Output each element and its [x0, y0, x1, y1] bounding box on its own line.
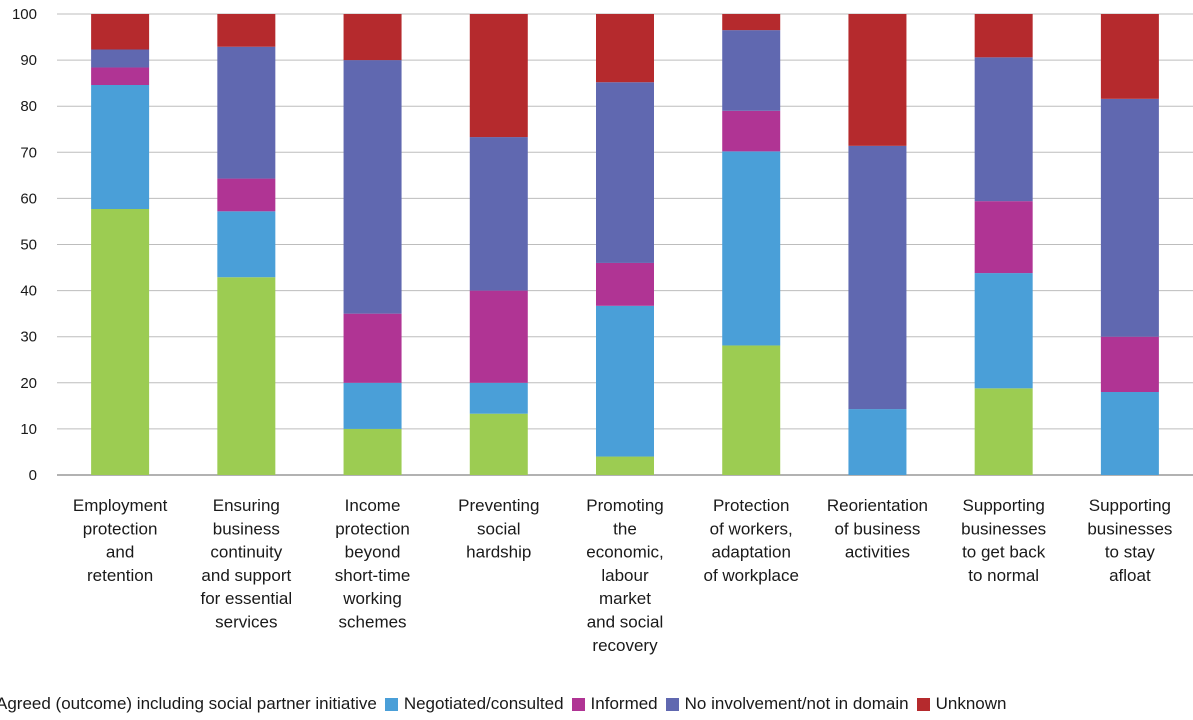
y-tick-label: 10 — [20, 421, 37, 438]
y-tick-label: 100 — [12, 6, 37, 23]
bar-segment — [848, 145, 907, 410]
legend-item-negotiated: Negotiated/consulted — [384, 694, 564, 714]
legend-swatch — [665, 697, 679, 711]
legend-label: Negotiated/consulted — [403, 694, 564, 713]
bar-segment — [469, 14, 528, 138]
x-tick-label: Ensuring business continuity and support for… — [200, 496, 292, 632]
y-tick-label: 50 — [20, 237, 37, 254]
x-tick-label: Protection of workers, adaptation of workpl… — [704, 496, 799, 585]
bar-segment — [343, 428, 402, 475]
legend-label: Unknown — [935, 694, 1007, 713]
bar-segment — [1100, 98, 1159, 337]
x-tick-label: Promoting the economic, labour market and soc… — [586, 496, 663, 655]
bar-segment — [217, 14, 276, 47]
x-tick-label: Supporting businesses to stay afloat — [1087, 496, 1172, 585]
legend-swatch — [384, 697, 398, 711]
bar-segment — [974, 201, 1033, 274]
bar-segment — [722, 30, 781, 111]
y-tick-label: 20 — [20, 375, 37, 392]
bar-segment — [596, 305, 654, 457]
bar-segment — [469, 290, 528, 383]
bar-segment — [974, 273, 1033, 389]
legend-item-unknown: Unknown — [916, 694, 1007, 714]
legend-item-informed: Informed — [571, 694, 658, 714]
x-axis-labels: Employment protection and retention Ensuring… — [73, 496, 1173, 655]
bar-segment — [217, 211, 276, 278]
bar-segment — [217, 178, 276, 212]
bar-segment — [974, 388, 1033, 475]
bar-segment — [974, 14, 1033, 58]
bar-segment — [91, 209, 150, 476]
bar-segment — [469, 413, 528, 475]
bar-segment — [1100, 392, 1159, 475]
legend: Agreed (outcome) including social partne… — [0, 694, 1014, 714]
legend-item-agreed: Agreed (outcome) including social partne… — [0, 694, 377, 714]
bar-segment — [343, 14, 402, 61]
x-tick-label: Employment protection and retention — [73, 496, 168, 585]
bar-segment — [343, 382, 402, 429]
bar-segment — [722, 345, 781, 475]
bar-segment — [848, 14, 907, 146]
bar-segment — [974, 57, 1033, 202]
bar-segment — [217, 277, 276, 475]
bar-segment — [722, 151, 781, 346]
y-tick-label: 40 — [20, 283, 37, 300]
legend-label: No involvement/not in domain — [684, 694, 909, 713]
bar-segment — [722, 110, 781, 152]
legend-label: Agreed (outcome) including social partne… — [0, 694, 377, 713]
bar-segment — [1100, 14, 1159, 99]
bar-segment — [469, 382, 528, 414]
legend-swatch — [571, 697, 585, 711]
bar-segment — [343, 313, 402, 383]
bar-segment — [469, 137, 528, 291]
legend-label: Informed — [590, 694, 658, 713]
stacked-bar-chart: 0 10 20 30 40 50 60 70 80 90 100 Employment protect… — [12, 6, 1193, 655]
bar-segment — [596, 262, 654, 306]
bar-segment — [1100, 336, 1159, 393]
bar-segment — [91, 84, 150, 210]
y-tick-label: 0 — [29, 467, 37, 484]
y-axis-ticks: 0 10 20 30 40 50 60 70 80 90 100 — [12, 6, 37, 484]
bar-segment — [91, 14, 150, 50]
bar-segment — [91, 49, 150, 68]
x-tick-label: Supporting businesses to get back to normal — [961, 496, 1046, 585]
bar-segment — [91, 67, 150, 85]
bar-segment — [596, 456, 654, 475]
y-tick-label: 80 — [20, 98, 37, 115]
bars — [91, 14, 1159, 476]
legend-swatch — [916, 697, 930, 711]
x-tick-label: Income protection beyond short-time working s… — [335, 496, 411, 632]
bar-segment — [343, 60, 402, 314]
y-tick-label: 60 — [20, 190, 37, 207]
bar-segment — [596, 82, 654, 263]
bar-segment — [596, 14, 654, 83]
bar-segment — [217, 46, 276, 179]
bar-segment — [848, 409, 907, 475]
y-tick-label: 90 — [20, 52, 37, 69]
bar-segment — [722, 14, 781, 31]
legend-item-no-involvement: No involvement/not in domain — [665, 694, 909, 714]
y-tick-label: 70 — [20, 144, 37, 161]
x-tick-label: Reorientation of business activities — [827, 496, 928, 562]
y-tick-label: 30 — [20, 329, 37, 346]
x-tick-label: Preventing social hardship — [458, 496, 539, 562]
